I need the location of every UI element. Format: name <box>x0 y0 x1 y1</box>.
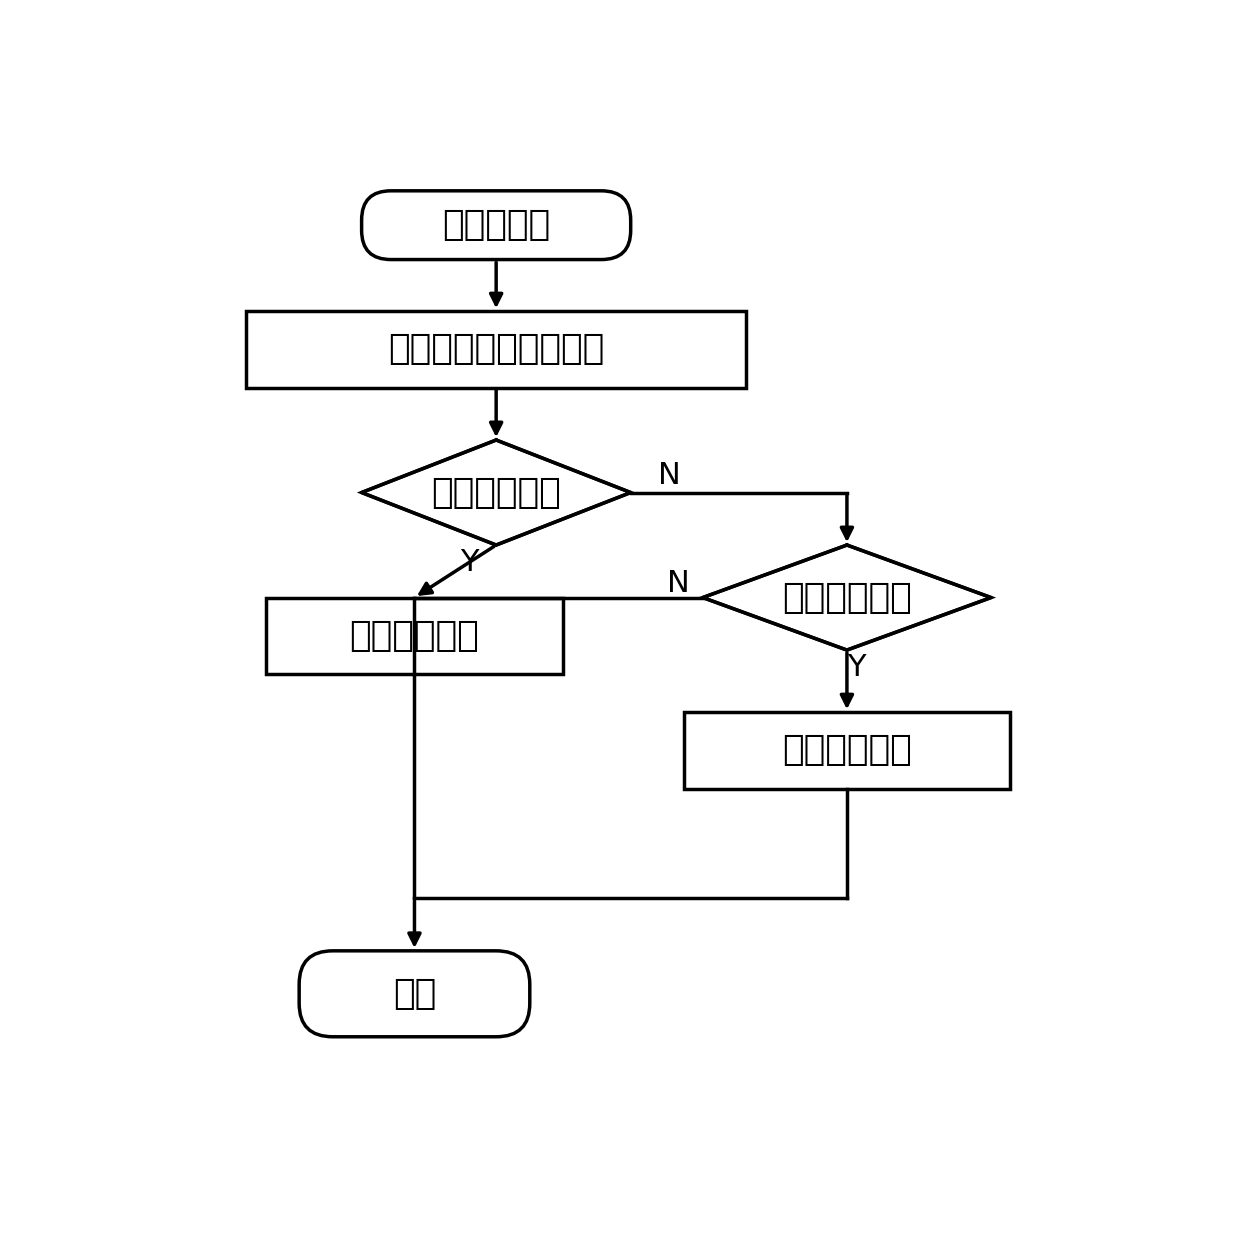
Text: 恒功率模式: 恒功率模式 <box>443 208 551 242</box>
Text: 交直流电压、电流采样: 交直流电压、电流采样 <box>388 332 604 366</box>
Bar <box>265 598 563 675</box>
Bar <box>247 311 746 387</box>
FancyBboxPatch shape <box>362 191 631 259</box>
Text: Y: Y <box>460 548 479 577</box>
Text: N: N <box>658 461 681 490</box>
Bar <box>683 712 1011 789</box>
Polygon shape <box>703 546 991 650</box>
Text: N: N <box>667 569 691 598</box>
FancyBboxPatch shape <box>299 951 529 1037</box>
Text: 电压超过限值: 电压超过限值 <box>432 475 560 510</box>
Text: 电流超过限值: 电流超过限值 <box>782 580 911 615</box>
Text: 切至恒流模式: 切至恒流模式 <box>782 733 911 768</box>
Text: 切至恒压模式: 切至恒压模式 <box>350 619 480 652</box>
Polygon shape <box>362 440 631 546</box>
Text: 退出: 退出 <box>393 977 436 1011</box>
Text: Y: Y <box>847 652 866 682</box>
